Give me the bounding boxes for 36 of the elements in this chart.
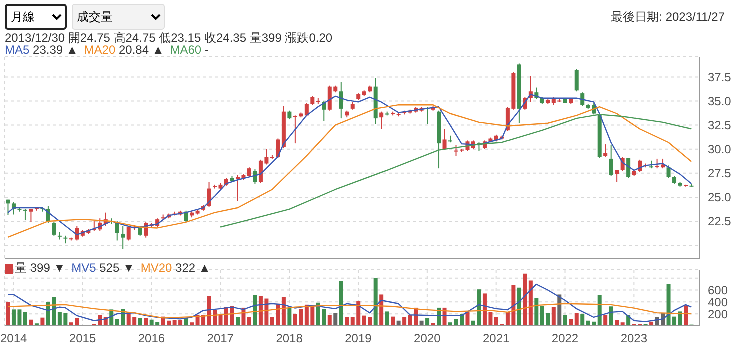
x-tick-label: 2020 <box>414 332 442 346</box>
text: MV5 <box>72 261 96 275</box>
x-tick-label: 2016 <box>138 332 166 346</box>
x-tick-label: 2017 <box>207 332 234 346</box>
y-tick-label: 200 <box>708 307 728 322</box>
annotation: 525 ▼ <box>98 261 135 275</box>
y-tick-label: 37.5 <box>708 70 732 84</box>
x-tick-label: 2023 <box>620 332 648 346</box>
x-tick-label: 2022 <box>552 332 579 346</box>
y-tick-label: 35.0 <box>708 94 732 109</box>
x-tick-label: 2014 <box>0 332 28 346</box>
y-tick-label: 32.5 <box>708 118 732 133</box>
text: - <box>204 43 209 57</box>
y-tick-label: 22.5 <box>708 214 732 229</box>
text: 成交量 <box>72 4 165 30</box>
text: 23.39 ▲ <box>32 43 78 57</box>
text: MA60 <box>170 43 202 57</box>
annotation: 322 ▲ <box>174 261 211 275</box>
text: MA20 <box>84 43 116 57</box>
text: MA5 <box>5 43 30 57</box>
text: 20.84 ▲ <box>118 43 164 57</box>
legend-label: 量 <box>15 261 27 275</box>
y-tick-label: 27.5 <box>708 166 732 181</box>
text: 月線 <box>5 4 67 30</box>
y-tick-label: 30.0 <box>708 142 732 157</box>
text: 2013/12/30 開24.75 高24.75 低23.15 收24.35 量399 漲跌0.20 <box>5 30 333 46</box>
y-tick-label: 400 <box>708 295 728 310</box>
x-tick-label: 2018 <box>276 332 304 346</box>
x-tick-label: 2015 <box>69 332 96 346</box>
x-tick-label: 2021 <box>482 332 510 346</box>
x-tick-label: 2019 <box>345 332 372 346</box>
text: MV20 <box>140 261 172 275</box>
annotation: 399 ▼ <box>29 261 66 275</box>
text: 最後日期: 2023/11/27 <box>611 9 725 26</box>
y-tick-label: 25.0 <box>708 190 732 205</box>
y-tick-label: 600 <box>708 284 728 298</box>
